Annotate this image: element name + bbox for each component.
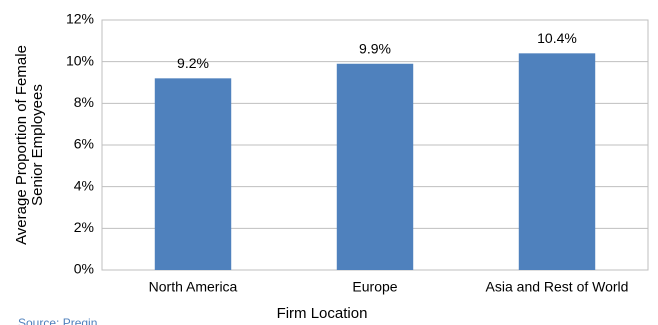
y-tick-label: 6% — [74, 136, 94, 152]
bar — [336, 63, 414, 270]
value-label: 10.4% — [537, 30, 577, 46]
y-tick-label: 2% — [74, 219, 94, 235]
bar — [518, 53, 596, 271]
x-tick-label: Asia and Rest of World — [486, 279, 629, 295]
source-note: Source: Preqin — [18, 316, 97, 325]
x-tick-label: Europe — [352, 279, 397, 295]
y-tick-label: 0% — [74, 261, 94, 277]
y-tick-label: 8% — [74, 94, 94, 110]
bar — [154, 78, 232, 270]
x-axis-label: Firm Location — [277, 305, 368, 322]
y-tick-label: 12% — [66, 11, 94, 27]
value-label: 9.9% — [359, 40, 391, 56]
y-tick-label: 4% — [74, 177, 94, 193]
x-tick-label: North America — [149, 279, 238, 295]
y-tick-label: 10% — [66, 52, 94, 68]
value-label: 9.2% — [177, 55, 209, 71]
y-axis-label: Senior Employees — [29, 84, 46, 206]
y-axis-label: Average Proportion of Female — [13, 45, 30, 245]
